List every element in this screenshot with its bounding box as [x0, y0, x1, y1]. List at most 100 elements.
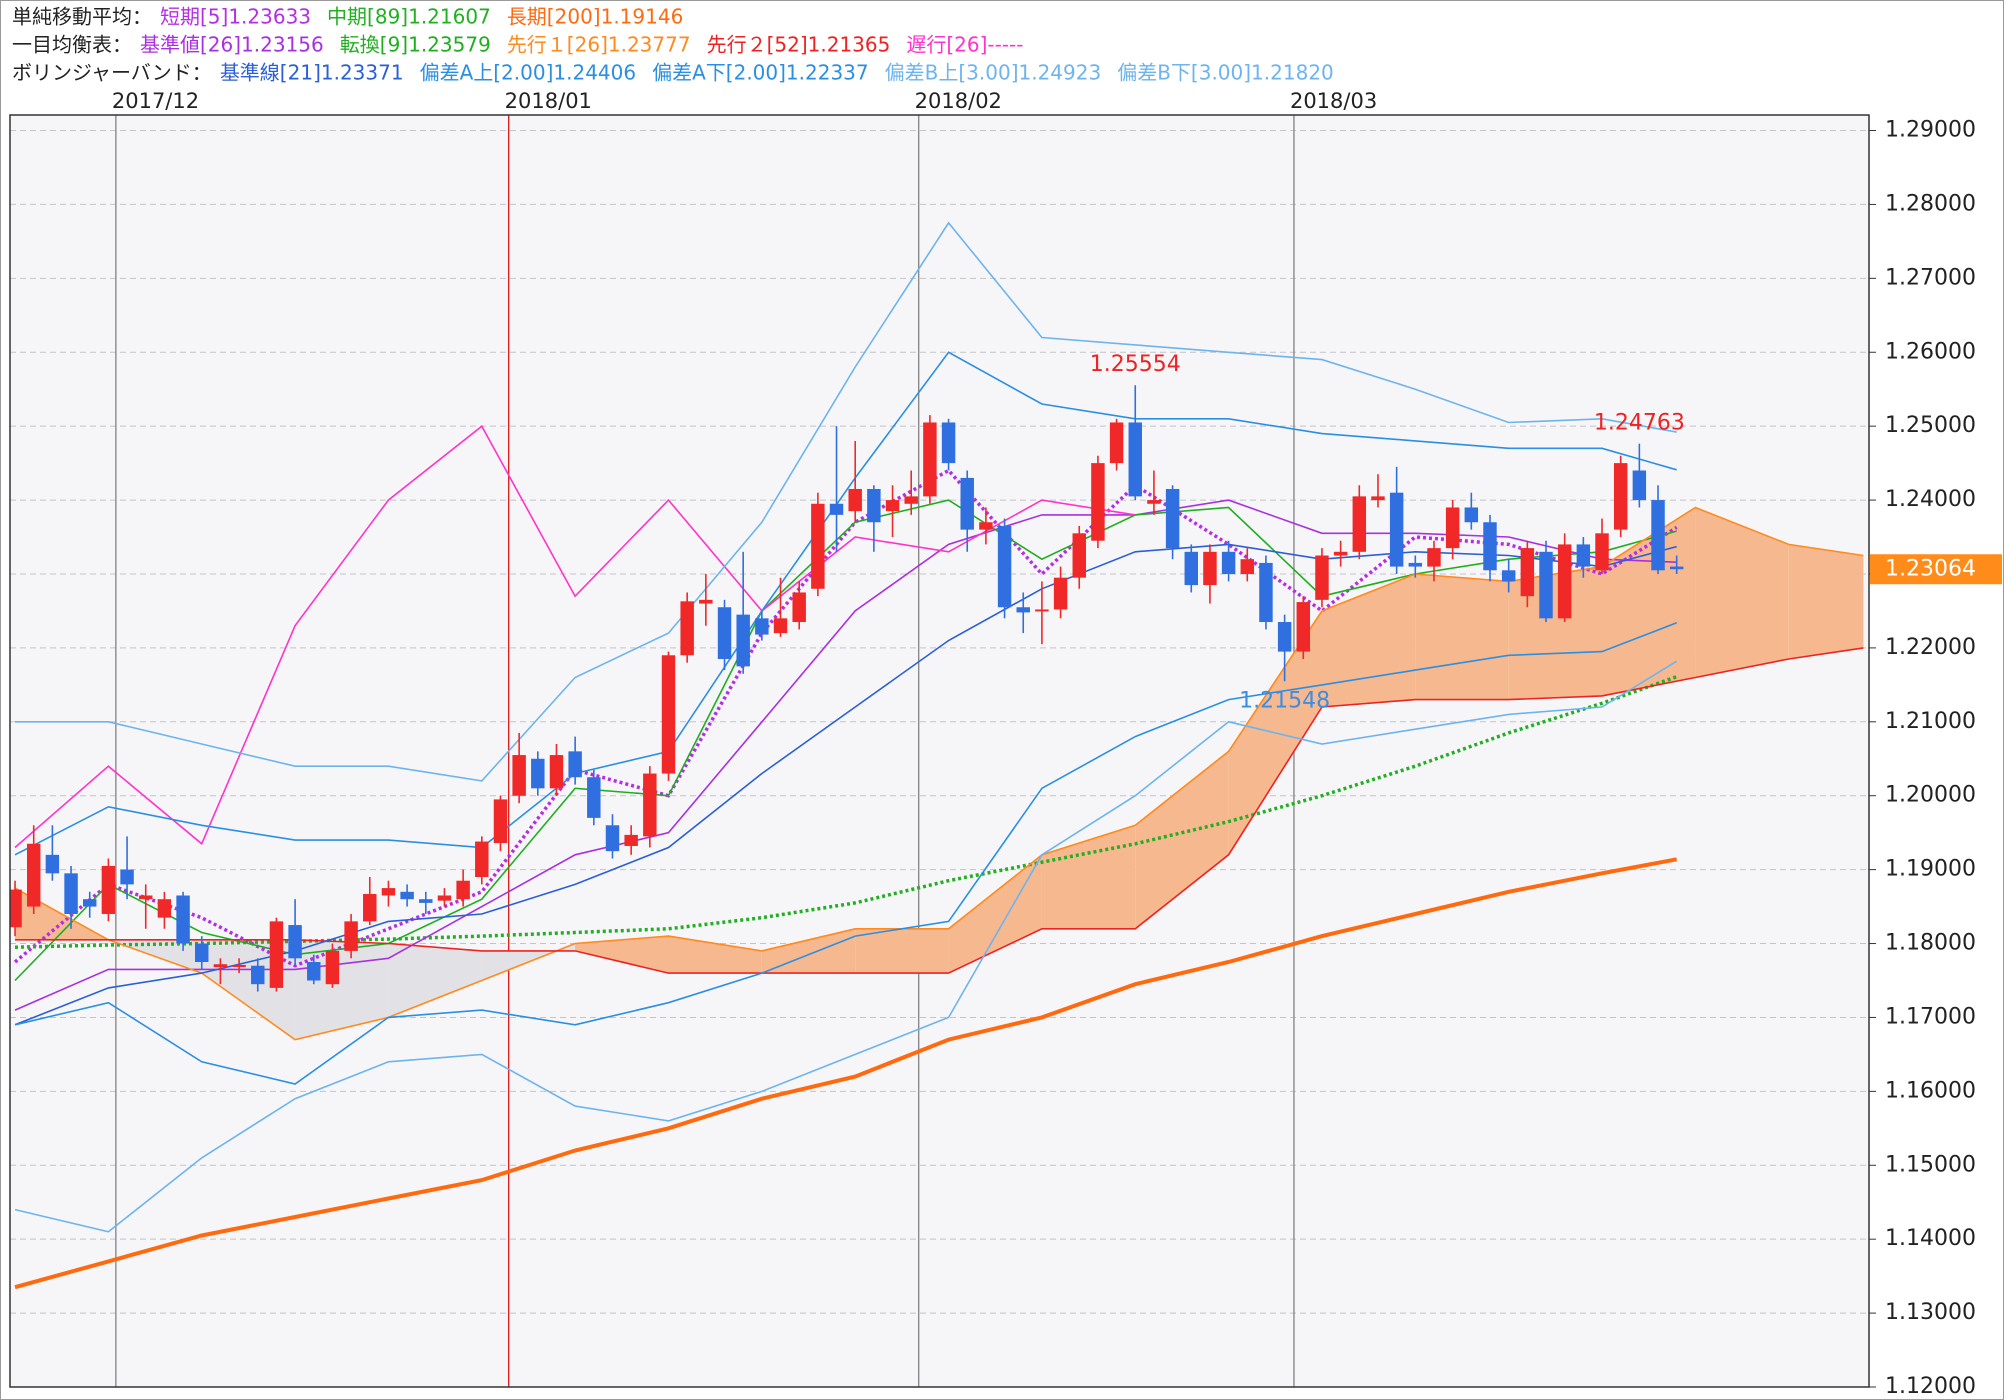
- candle-body: [1053, 577, 1068, 610]
- indicator-line: [14, 424, 1136, 849]
- candle-body: [1035, 609, 1049, 612]
- y-tick-label: 1.24000: [1885, 487, 1976, 512]
- price-annotation: 1.25554: [1090, 352, 1181, 377]
- indicator-line: [14, 675, 1678, 949]
- cloud: [948, 854, 1042, 974]
- candle-body: [661, 655, 676, 774]
- candle-body: [755, 618, 769, 635]
- cloud: [761, 928, 856, 974]
- candle-body: [1520, 548, 1535, 597]
- candle-body: [1128, 422, 1142, 497]
- candle-body: [1669, 566, 1684, 570]
- candle-body: [1613, 463, 1628, 530]
- price-annotation: 1.21548: [1239, 688, 1330, 713]
- y-tick-label: 1.21000: [1885, 709, 1976, 734]
- candle-body: [10, 889, 22, 928]
- candle-body: [1165, 488, 1180, 549]
- candle-body: [736, 614, 750, 667]
- candle-body: [1315, 555, 1329, 600]
- candle-body: [549, 755, 564, 789]
- cloud: [1041, 825, 1136, 929]
- legend-entry: 基準線[21]1.23371: [220, 61, 404, 85]
- legend-entry: 中期[89]1.21607: [327, 5, 491, 29]
- candle-body: [1296, 602, 1311, 652]
- cloud: [388, 943, 482, 1018]
- candle-body: [624, 834, 638, 846]
- cloud: [1788, 544, 1864, 659]
- cloud: [668, 936, 762, 974]
- candle-body: [1371, 496, 1385, 501]
- candle-body: [941, 422, 956, 464]
- candle-body: [1445, 507, 1460, 549]
- candle-body: [381, 888, 396, 896]
- cloud: [1135, 751, 1229, 929]
- candle-body: [1259, 562, 1273, 623]
- legend-group-title: ボリンジャーバンド：: [12, 61, 212, 85]
- candle-body: [643, 773, 657, 837]
- candle-body: [288, 925, 302, 959]
- y-tick-label: 1.12000: [1885, 1374, 1976, 1399]
- candle-body: [213, 964, 228, 968]
- candle-body: [493, 799, 508, 844]
- legend-entry: 転換[9]1.23579: [340, 33, 491, 57]
- candle-body: [568, 751, 582, 778]
- candle-body: [1539, 551, 1553, 619]
- candle-body: [1333, 551, 1348, 556]
- candle-body: [64, 873, 78, 914]
- candle-body: [120, 869, 134, 885]
- legend-group-title: 単純移動平均：: [12, 5, 152, 29]
- y-tick-label: 1.19000: [1885, 857, 1976, 882]
- candle-body: [811, 503, 825, 589]
- y-tick-label: 1.22000: [1885, 635, 1976, 660]
- candle-body: [997, 525, 1012, 608]
- candle-body: [1091, 463, 1105, 541]
- indicator-line: [14, 499, 1677, 1011]
- y-tick-label: 1.17000: [1885, 1004, 1976, 1029]
- candle-body: [269, 921, 284, 988]
- candle-body: [1072, 533, 1086, 578]
- y-tick-label: 1.27000: [1885, 265, 1976, 290]
- y-tick-label: 1.15000: [1885, 1152, 1976, 1177]
- last-price-box: [1870, 554, 2002, 585]
- legend-entry: 基準値[26]1.23156: [140, 33, 324, 57]
- y-tick-label: 1.13000: [1885, 1300, 1976, 1325]
- indicator-line: [15, 221, 1677, 782]
- candle-body: [1352, 496, 1367, 552]
- cloud: [855, 928, 949, 974]
- y-tick-label: 1.29000: [1885, 118, 1976, 143]
- indicator-line: [14, 622, 1677, 1085]
- y-tick-label: 1.16000: [1885, 1078, 1976, 1103]
- candle-body: [437, 895, 452, 901]
- last-price-label: 1.23064: [1885, 556, 1976, 581]
- candle-body: [1576, 544, 1591, 567]
- candle-body: [1501, 570, 1516, 582]
- candle-body: [1109, 422, 1124, 464]
- candle-body: [829, 503, 844, 515]
- candle-body: [717, 607, 732, 659]
- candle-body: [307, 962, 321, 981]
- candle-body: [1595, 533, 1609, 571]
- plot-background: [10, 115, 1869, 1387]
- candle-body: [26, 843, 41, 907]
- cloud: [575, 936, 669, 974]
- candle-body: [101, 865, 116, 914]
- candle-body: [1464, 507, 1479, 523]
- legend-entry: 偏差B下[3.00]1.21820: [1117, 61, 1334, 85]
- legend-entry: 短期[5]1.23633: [160, 5, 311, 29]
- indicator-line: [14, 660, 1678, 1233]
- candle-body: [176, 895, 190, 944]
- x-tick-label: 2018/01: [505, 89, 592, 113]
- y-tick-label: 1.18000: [1885, 931, 1976, 956]
- candle-body: [960, 477, 974, 530]
- candle-body: [699, 599, 713, 604]
- candle-body: [157, 899, 172, 918]
- candle-body: [419, 899, 433, 903]
- candle-body: [325, 950, 340, 985]
- y-tick-label: 1.28000: [1885, 191, 1976, 216]
- candle-body: [848, 488, 862, 512]
- y-tick-label: 1.25000: [1885, 413, 1976, 438]
- candle-body: [232, 964, 246, 967]
- legend-group-title: 一目均衡表：: [12, 33, 132, 57]
- candle-body: [400, 891, 414, 900]
